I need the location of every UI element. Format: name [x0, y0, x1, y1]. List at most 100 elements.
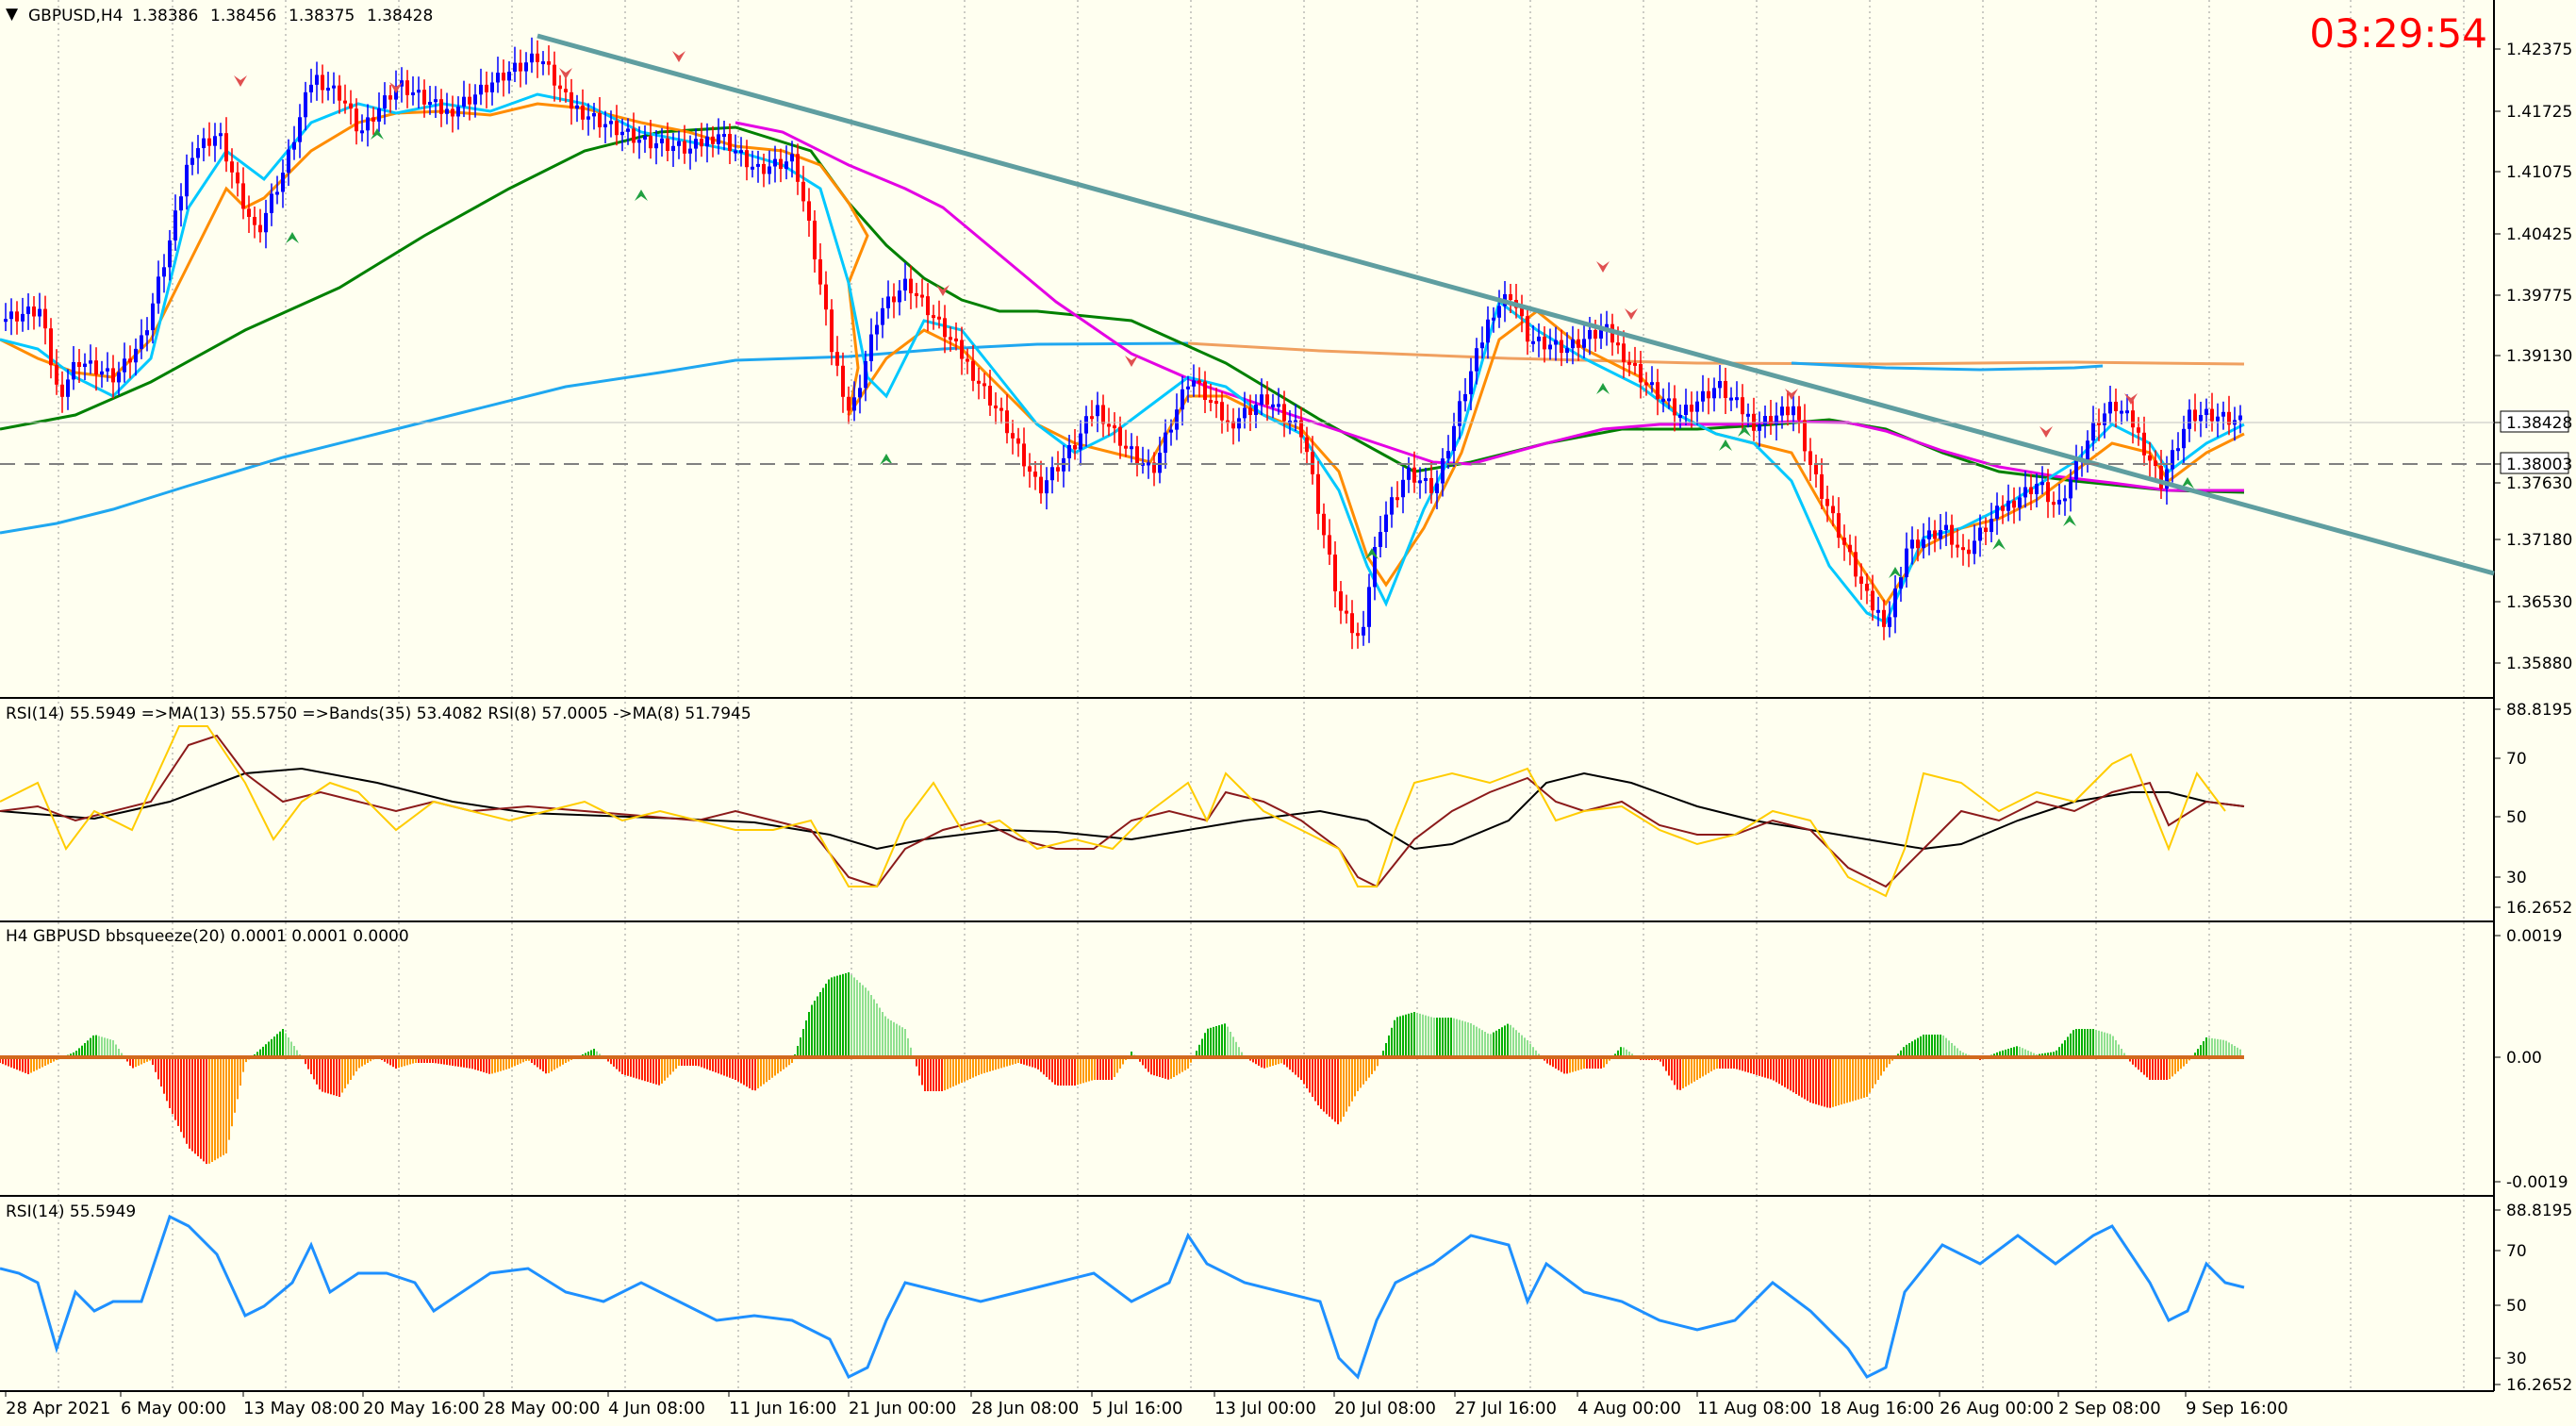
candle-body	[1769, 416, 1773, 424]
candle-body	[309, 84, 313, 92]
candle-body	[2182, 428, 2186, 449]
candle-body	[609, 121, 613, 124]
candle-body	[275, 191, 279, 195]
menu-triangle-icon[interactable]: ▼	[6, 5, 19, 24]
time-label: 6 May 00:00	[121, 1399, 226, 1418]
candle-body	[258, 224, 262, 233]
candle-body	[292, 141, 296, 150]
candle-body	[1452, 425, 1456, 452]
candle-body	[372, 117, 375, 122]
candle-body	[1022, 443, 1026, 467]
candle-body	[332, 85, 336, 89]
candle-body	[1950, 524, 1954, 545]
candle-body	[1548, 344, 1552, 350]
candle-body	[960, 340, 964, 359]
candle-body	[304, 91, 307, 118]
candle-body	[739, 150, 743, 154]
price-marker-box	[2500, 410, 2569, 433]
sell-arrow-icon	[1596, 261, 1610, 273]
trendline[interactable]	[537, 33, 2495, 576]
candle-body	[1616, 342, 1620, 346]
candle-body	[813, 221, 817, 259]
candle-body	[157, 276, 160, 304]
candle-body	[949, 337, 952, 340]
rsi-bands-axis: 88.8195 70 50 30 16.2652	[2494, 701, 2572, 918]
rsi-panel[interactable]	[0, 1214, 2245, 1380]
price-chart-panel[interactable]	[0, 33, 2495, 650]
candle-body	[2046, 482, 2050, 503]
candle-body	[2029, 487, 2033, 494]
candle-body	[1967, 549, 1971, 555]
candle-body	[1871, 590, 1874, 611]
candle-body	[971, 360, 975, 381]
candle-body	[1367, 587, 1371, 627]
candle-body	[1922, 539, 1925, 549]
candle-body	[2069, 479, 2072, 499]
candle-body	[1033, 472, 1037, 477]
price-label: 1.36530	[2506, 593, 2572, 612]
candle-body	[632, 128, 636, 143]
candle-body	[315, 75, 319, 85]
price-label: 1.35880	[2506, 655, 2572, 673]
candle-body	[2097, 422, 2101, 425]
candle-body	[1220, 402, 1224, 421]
candle-body	[355, 108, 358, 132]
candle-body	[2165, 469, 2169, 489]
candle-body	[1876, 609, 1880, 613]
candle-body	[711, 136, 715, 144]
time-label: 18 Aug 16:00	[1820, 1399, 1934, 1418]
candle-body	[869, 334, 873, 361]
squeeze-label: H4 GBPUSD bbsqueeze(20) 0.0001 0.0001 0.…	[6, 927, 409, 946]
candle-body	[388, 95, 392, 100]
candle-body	[1384, 514, 1388, 532]
candle-body	[1939, 530, 1942, 539]
candle-body	[1475, 348, 1478, 372]
sell-arrow-icon	[936, 285, 949, 296]
time-label: 21 Jun 00:00	[849, 1399, 956, 1418]
candle-body	[2063, 498, 2067, 502]
candle-body	[1882, 609, 1886, 627]
candle-body	[1373, 547, 1377, 588]
squeeze-scale-label: 0.0019	[2506, 927, 2562, 946]
candle-body	[1016, 438, 1020, 444]
candle-body	[830, 309, 834, 353]
candle-body	[1735, 397, 1739, 401]
bbsqueeze-panel[interactable]	[0, 972, 2244, 1165]
candle-body	[1050, 467, 1054, 481]
candle-body	[253, 217, 256, 225]
candle-body	[1916, 539, 1920, 549]
candle-body	[219, 133, 223, 137]
candle-body	[1435, 483, 1439, 493]
candle-body	[886, 296, 890, 308]
candle-body	[321, 75, 324, 91]
candle-body	[1265, 394, 1269, 406]
candle-body	[615, 121, 619, 136]
time-label: 13 Jul 00:00	[1214, 1399, 1316, 1418]
candle-body	[151, 303, 155, 331]
candle-body	[2023, 487, 2027, 498]
candle-body	[2018, 497, 2022, 508]
candle-body	[1441, 458, 1445, 484]
candle-body	[1390, 497, 1394, 515]
candle-body	[807, 201, 811, 221]
buy-arrow-icon	[2181, 477, 2194, 489]
price-label: 1.40425	[2506, 225, 2572, 244]
candle-body	[688, 148, 692, 154]
candle-body	[1395, 497, 1399, 501]
candle-body	[1147, 462, 1150, 466]
candle-body	[77, 362, 81, 367]
time-label: 2 Sep 08:00	[2058, 1399, 2161, 1418]
rsi-ma-darkred-line	[0, 734, 2245, 888]
candle-body	[1164, 432, 1167, 453]
candle-body	[683, 141, 686, 154]
rsi-bands-panel[interactable]	[0, 725, 2245, 898]
candle-body	[2035, 484, 2039, 494]
squeeze-scale-label: -0.0019	[2506, 1173, 2568, 1192]
candle-body	[434, 99, 438, 103]
candle-body	[1243, 407, 1247, 419]
candle-body	[281, 173, 285, 192]
candle-body	[994, 406, 998, 408]
candle-body	[111, 368, 115, 383]
candle-body	[564, 89, 568, 92]
